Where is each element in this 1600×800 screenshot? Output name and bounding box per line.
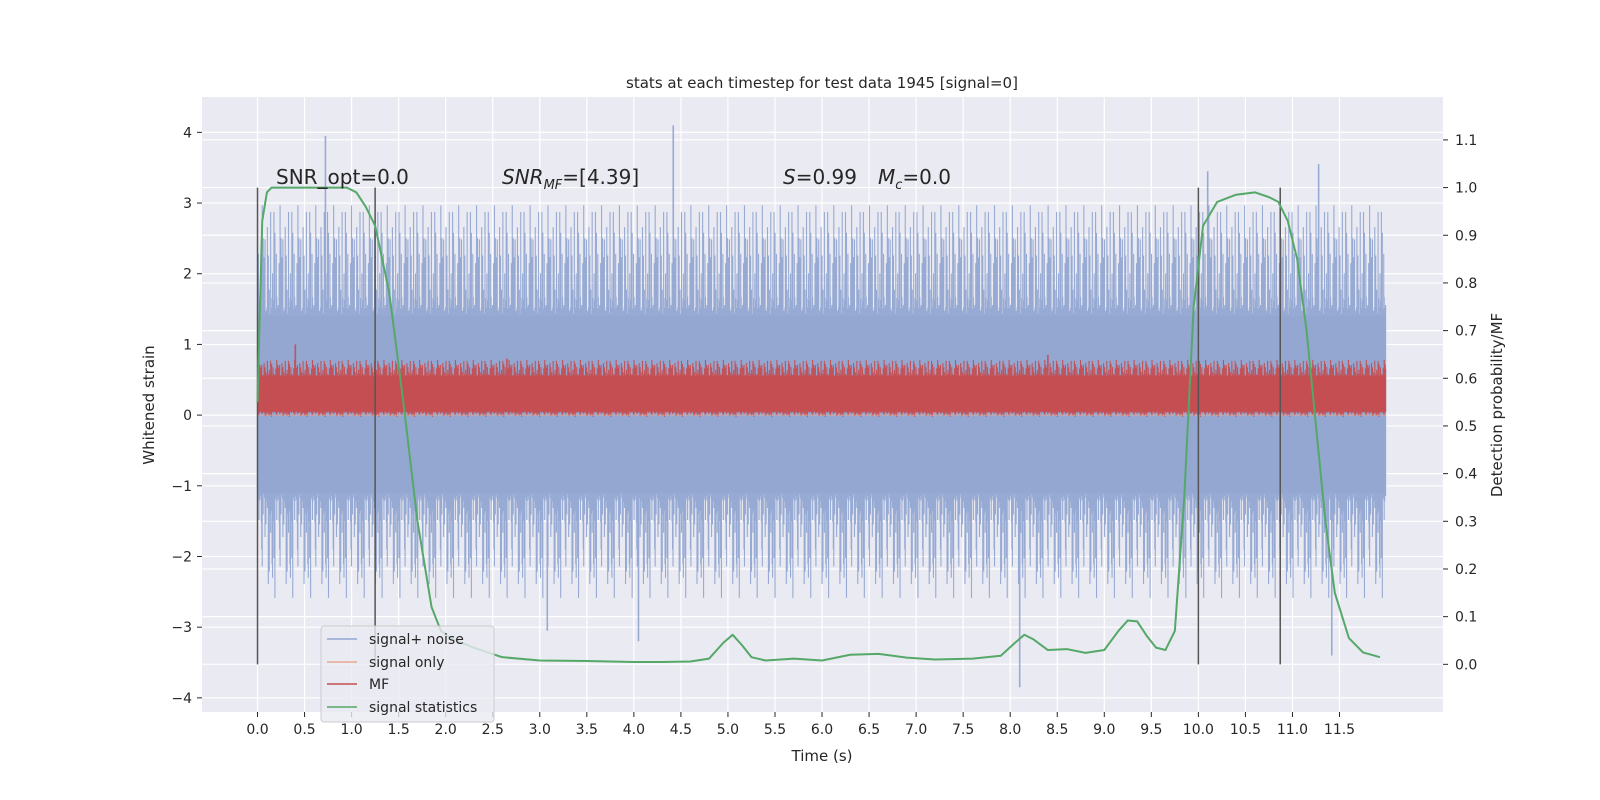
legend: signal+ noise signal only MF signal stat… [320,625,495,723]
snr-mf-value: =[4.39] [562,165,639,189]
y-axis-label: Whitened strain [140,345,158,464]
x-tick-label: 2.5 [482,722,504,738]
x-tick-label: 10.0 [1183,722,1214,738]
legend-label-2: MF [369,677,389,693]
stat-value: =0.99 [796,165,857,189]
y2-tick-label: 0.6 [1455,371,1477,387]
x-tick-label: 8.5 [1046,722,1068,738]
y-tick-label: −4 [171,691,192,707]
y-tick-label: 1 [183,337,192,353]
stat-name: S [783,165,796,189]
x-tick-label: 6.0 [811,722,833,738]
y2-tick-label: 1.0 [1455,181,1477,197]
legend-label-3: signal statistics [369,700,477,716]
x-tick-label: 3.0 [529,722,551,738]
y2-tick-label: 0.4 [1455,467,1477,483]
x-tick-label: 2.0 [435,722,457,738]
y2-tick-label: 0.7 [1455,324,1477,340]
chart-title: stats at each timestep for test data 194… [626,74,1018,92]
mf-trace-band [257,376,1386,412]
mc-name: M [878,165,895,189]
x-tick-label: 5.0 [717,722,739,738]
x-tick-label: 10.5 [1230,722,1261,738]
legend-label-0: signal+ noise [369,632,464,648]
x-tick-label: 1.0 [340,722,362,738]
y2-tick-label: 1.1 [1455,133,1477,149]
x-tick-label: 5.5 [764,722,786,738]
x-tick-label: 11.0 [1277,722,1308,738]
legend-label-1: signal only [369,655,444,671]
snr-mf-annotation: SNRMF=[4.39] [502,165,639,193]
x-tick-label: 0.5 [293,722,315,738]
y-tick-label: 0 [183,408,192,424]
x-tick-label: 4.0 [623,722,645,738]
x-tick-label: 1.5 [388,722,410,738]
y-tick-label: −1 [171,479,192,495]
mc-annotation: Mc=0.0 [878,165,951,193]
mc-value: =0.0 [902,165,951,189]
legend-frame [320,625,495,723]
y-tick-label: 4 [183,125,192,141]
y2-tick-label: 0.3 [1455,514,1477,530]
mf-series [256,344,1387,417]
signal-statistics-series [256,186,1381,663]
snr-mf-sub: MF [544,178,563,193]
y2-tick-label: 0.1 [1455,610,1477,626]
x-tick-label: 4.5 [670,722,692,738]
signal-statistics-line [256,186,1381,663]
y-tick-label: 3 [183,196,192,212]
axis-ticks: 0.0 0.5 1.0 1.5 2.0 2.5 3.0 3.5 4.0 4.5 5.0 5.5 6.0 6… [171,125,1477,738]
y2-axis-label: Detection probability/MF [1488,313,1506,497]
x-tick-label: 3.5 [576,722,598,738]
y-tick-label: 2 [183,267,192,283]
y2-tick-label: 0.8 [1455,276,1477,292]
snr-opt-annotation: SNR_opt=0.0 [276,165,409,189]
x-axis-label: Time (s) [791,747,853,765]
y2-tick-label: 0.5 [1455,419,1477,435]
x-tick-label: 7.0 [905,722,927,738]
x-tick-label: 6.5 [858,722,880,738]
y2-tick-label: 0.9 [1455,228,1477,244]
y-tick-label: −3 [171,620,192,636]
x-tick-label: 9.0 [1093,722,1115,738]
mc-sub: c [895,178,902,193]
x-tick-label: 8.0 [999,722,1021,738]
x-tick-label: 0.0 [246,722,268,738]
stat-annotation: S=0.99 [783,165,857,189]
y2-tick-label: 0.0 [1455,657,1477,673]
y2-tick-label: 0.2 [1455,562,1477,578]
x-tick-label: 9.5 [1140,722,1162,738]
snr-mf-name: SNR [502,165,544,189]
y-tick-label: −2 [171,549,192,565]
x-tick-label: 11.5 [1324,722,1355,738]
x-tick-label: 7.5 [952,722,974,738]
